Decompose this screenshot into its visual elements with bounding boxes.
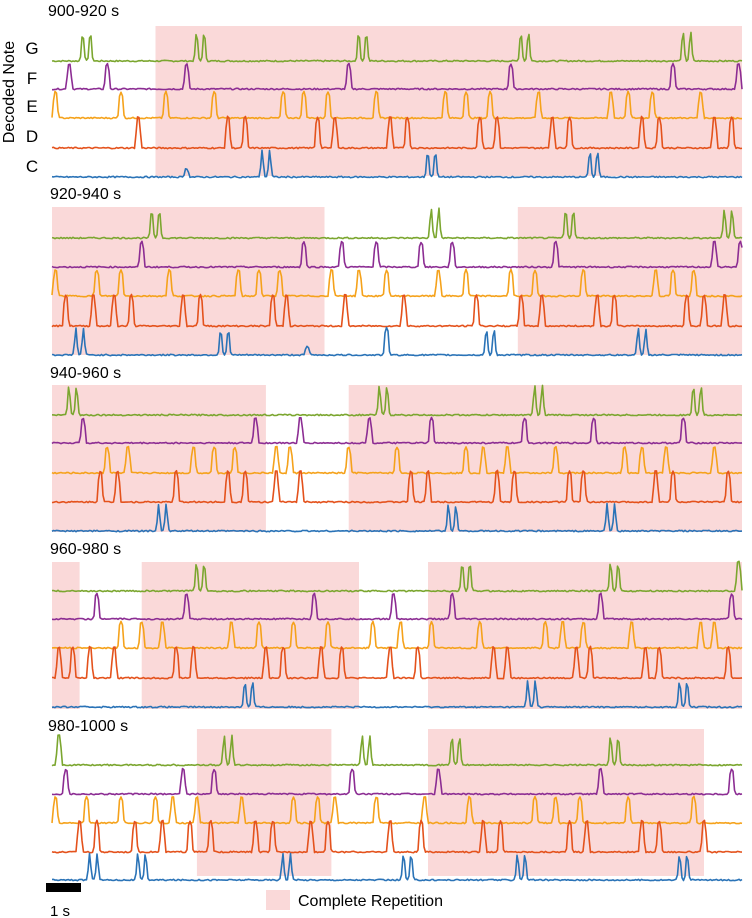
panel-title-5: 980-1000 s bbox=[48, 718, 128, 735]
panel-2 bbox=[51, 207, 743, 357]
trace-f-panel-2 bbox=[51, 240, 743, 269]
trace-g-panel-3 bbox=[51, 384, 743, 417]
trace-c-panel-4 bbox=[51, 680, 743, 709]
trace-g-panel-2 bbox=[51, 207, 743, 240]
panel-title-3: 940-960 s bbox=[50, 365, 121, 382]
trace-f-panel-4 bbox=[51, 592, 743, 621]
panel-1 bbox=[51, 26, 743, 179]
trace-f-panel-1 bbox=[52, 62, 743, 91]
panel-4 bbox=[51, 560, 743, 709]
trace-d-panel-2 bbox=[51, 293, 743, 328]
trace-c-panel-3 bbox=[51, 502, 743, 533]
trace-e-panel-2 bbox=[51, 268, 743, 298]
trace-e-panel-3 bbox=[51, 445, 743, 475]
trace-d-panel-5 bbox=[51, 819, 743, 854]
repetition-span-2-2 bbox=[517, 207, 743, 355]
y-axis-label: Decoded Note bbox=[1, 41, 18, 143]
trace-g-panel-4 bbox=[51, 560, 743, 593]
trace-e-panel-4 bbox=[51, 620, 743, 650]
note-label-d: D bbox=[26, 127, 38, 146]
trace-g-panel-5 bbox=[51, 734, 743, 767]
trace-d-panel-1 bbox=[51, 115, 743, 150]
trace-c-panel-5 bbox=[52, 852, 743, 882]
note-label-g: G bbox=[25, 39, 38, 58]
trace-d-panel-4 bbox=[51, 645, 743, 680]
scale-bar-label: 1 s bbox=[50, 903, 70, 918]
panel-3 bbox=[51, 384, 743, 533]
note-label-c: C bbox=[26, 157, 38, 176]
repetition-span-4-1 bbox=[52, 562, 80, 709]
trace-e-panel-1 bbox=[51, 90, 742, 120]
legend-swatch bbox=[266, 890, 290, 910]
repetition-span-5-2 bbox=[428, 729, 704, 876]
panel-title-2: 920-940 s bbox=[50, 186, 121, 203]
legend-label: Complete Repetition bbox=[298, 893, 443, 910]
repetition-span-5-1 bbox=[196, 729, 332, 876]
panel-title-4: 960-980 s bbox=[50, 541, 121, 558]
trace-f-panel-5 bbox=[51, 767, 743, 796]
repetition-span-1-1 bbox=[155, 26, 742, 176]
panels-group bbox=[51, 26, 743, 882]
repetition-span-4-2 bbox=[141, 562, 359, 709]
panel-5 bbox=[51, 729, 743, 882]
note-label-f: F bbox=[27, 69, 37, 88]
panel-title-1: 900-920 s bbox=[48, 3, 119, 20]
trace-f-panel-3 bbox=[51, 416, 743, 445]
note-label-e: E bbox=[26, 97, 37, 116]
trace-c-panel-1 bbox=[51, 149, 743, 179]
trace-c-panel-2 bbox=[51, 326, 743, 357]
trace-d-panel-3 bbox=[51, 469, 743, 504]
repetition-span-2-1 bbox=[52, 207, 325, 355]
trace-g-panel-1 bbox=[51, 31, 743, 63]
trace-e-panel-5 bbox=[51, 795, 743, 825]
repetition-span-3-2 bbox=[348, 385, 742, 532]
scale-bar bbox=[46, 883, 81, 892]
